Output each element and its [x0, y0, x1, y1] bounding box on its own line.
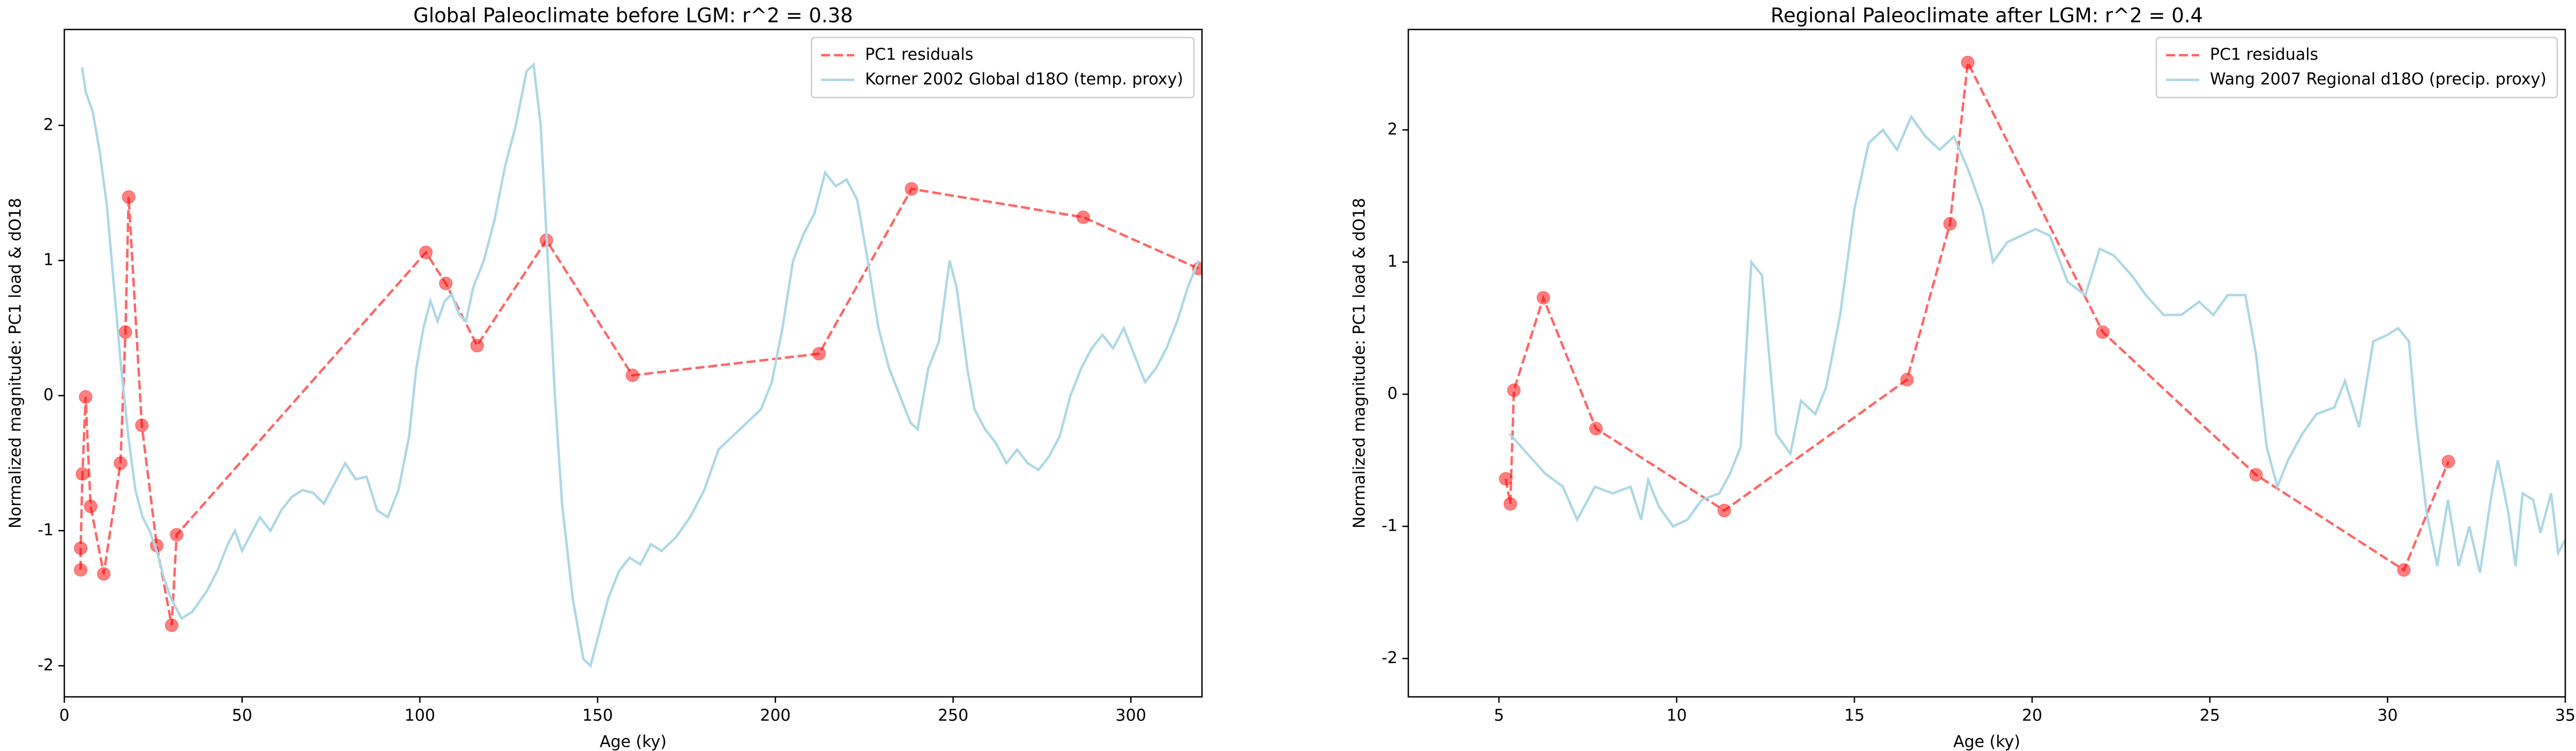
x-tick-label: 100 — [405, 707, 435, 725]
legend: PC1 residuals Korner 2002 Global d18O (te… — [810, 36, 1195, 99]
y-tick-label: 2 — [43, 115, 54, 134]
data-point — [74, 563, 88, 577]
series-line — [1509, 114, 2565, 573]
data-point — [1536, 291, 1550, 304]
data-point — [114, 456, 128, 470]
data-point — [170, 528, 184, 542]
y-tick-label: -1 — [1382, 516, 1398, 535]
data-point — [905, 182, 919, 196]
y-tick-label: 0 — [1387, 384, 1398, 403]
data-point — [165, 618, 178, 632]
data-point — [439, 277, 453, 291]
x-axis-label: Age (ky) — [1953, 733, 2020, 751]
x-tick-label: 15 — [1844, 707, 1864, 725]
data-point — [84, 500, 98, 514]
data-point — [1076, 210, 1090, 224]
x-tick-label: 0 — [59, 707, 69, 725]
subplot: Regional Paleoclimate after LGM: r^2 = 0… — [1350, 4, 2576, 751]
y-tick-label: -2 — [1382, 649, 1398, 667]
series-line — [1504, 58, 2450, 572]
data-point — [419, 246, 433, 259]
x-tick-label: 20 — [2022, 707, 2042, 725]
data-point — [76, 467, 89, 481]
data-point — [1589, 422, 1603, 436]
y-tick-label: -2 — [38, 656, 54, 675]
x-tick-label: 300 — [1116, 707, 1146, 725]
x-tick-label: 50 — [232, 707, 252, 725]
data-point — [118, 325, 132, 339]
plot-area — [74, 62, 1202, 668]
axes-frame — [1407, 28, 2566, 698]
data-point — [1961, 56, 1975, 70]
data-point — [135, 418, 149, 432]
x-tick-label: 150 — [583, 707, 613, 725]
y-tick-label: 1 — [1387, 252, 1398, 271]
subplot: Global Paleoclimate before LGM: r^2 = 0.… — [6, 4, 1203, 751]
x-tick-label: 25 — [2200, 707, 2220, 725]
x-tick-label: 30 — [2377, 707, 2398, 725]
legend-label: Wang 2007 Regional d18O (precip. proxy) — [2210, 70, 2547, 89]
data-point — [1943, 217, 1957, 230]
y-tick-label: 1 — [43, 250, 54, 269]
x-tick-label: 5 — [1494, 707, 1504, 725]
data-point — [79, 390, 93, 404]
legend-box — [2155, 36, 2558, 99]
data-point — [2397, 563, 2411, 577]
data-point — [1718, 503, 1731, 517]
chart-title: Regional Paleoclimate after LGM: r^2 = 0… — [1771, 4, 2203, 27]
legend-label: PC1 residuals — [2210, 46, 2318, 64]
legend: PC1 residuals Wang 2007 Regional d18O (pr… — [2155, 36, 2558, 99]
data-point — [74, 541, 88, 555]
data-point — [2441, 455, 2455, 469]
x-tick-label: 250 — [938, 707, 968, 725]
legend-label: Korner 2002 Global d18O (temp. proxy) — [865, 70, 1183, 89]
data-point — [2249, 468, 2263, 482]
data-point — [625, 368, 639, 382]
legend-box — [810, 36, 1195, 99]
data-point — [1900, 373, 1914, 386]
legend-label: PC1 residuals — [865, 46, 973, 64]
y-tick-label: 0 — [43, 385, 54, 404]
plot-area — [1499, 56, 2565, 577]
y-axis-label: Normalized magnitude: PC1 load & dO18 — [6, 198, 25, 529]
x-tick-label: 35 — [2555, 707, 2575, 725]
x-tick-label: 200 — [760, 707, 790, 725]
data-point — [1503, 497, 1517, 511]
data-point — [1499, 472, 1513, 486]
data-point — [122, 190, 136, 204]
axes-frame — [63, 28, 1203, 698]
x-tick-label: 10 — [1667, 707, 1687, 725]
y-tick-label: 2 — [1387, 120, 1398, 139]
y-axis-label: Normalized magnitude: PC1 load & dO18 — [1350, 198, 1369, 529]
series-line — [80, 62, 1200, 668]
data-point — [1507, 383, 1521, 397]
data-point — [97, 567, 111, 581]
series-line — [79, 187, 1199, 626]
data-point — [470, 339, 484, 353]
y-tick-label: -1 — [38, 521, 54, 540]
data-point — [2096, 325, 2110, 339]
x-axis-label: Age (ky) — [600, 733, 667, 751]
chart-title: Global Paleoclimate before LGM: r^2 = 0.… — [413, 4, 853, 27]
data-point — [812, 347, 826, 361]
